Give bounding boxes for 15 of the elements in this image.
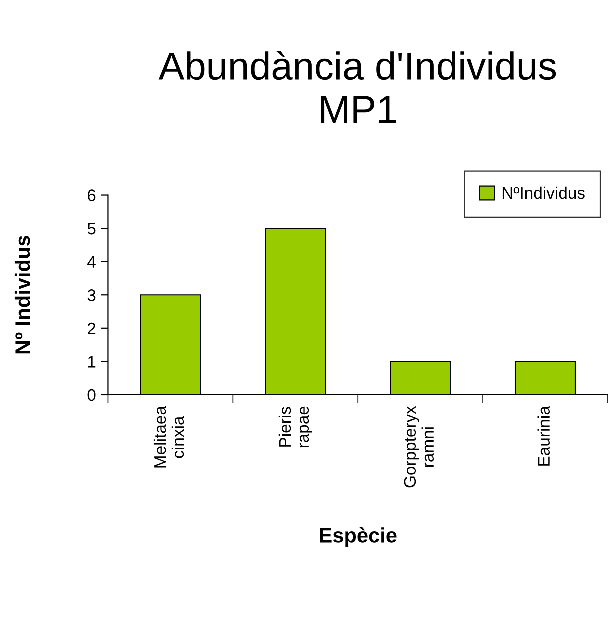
y-axis-title: Nº Individus — [14, 236, 30, 354]
x-tick-label: Eaurinia — [538, 406, 550, 466]
y-tick-label: 6 — [88, 190, 96, 202]
x-axis-title: Espècie — [320, 527, 397, 548]
y-tick-label: 0 — [88, 389, 96, 402]
y-tick-label: 2 — [88, 322, 96, 334]
x-tick-label: Gorppteryx ramni — [404, 406, 434, 488]
chart-title: Abundància d'Individus MP1 — [158, 51, 556, 124]
y-tick-label: 1 — [88, 356, 96, 368]
y-tick-label: 5 — [88, 223, 96, 235]
y-tick-label: 3 — [88, 290, 96, 302]
legend-label: NºIndividus — [502, 186, 585, 200]
x-tick-label: Pieris rapae — [278, 406, 312, 448]
y-tick-label: 4 — [88, 256, 96, 268]
x-tick-label: Melitaea cinxia — [154, 406, 184, 468]
